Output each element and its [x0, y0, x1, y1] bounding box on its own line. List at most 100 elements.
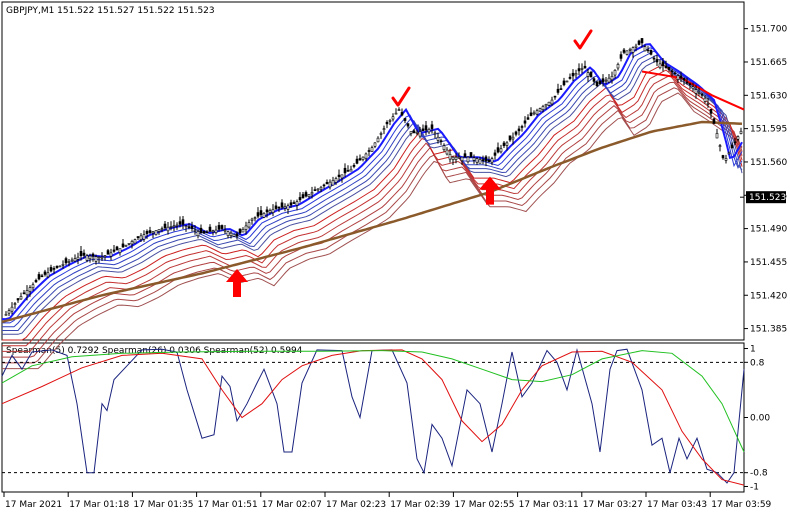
candle-body	[238, 228, 242, 234]
candle-body	[715, 133, 719, 139]
price-series-layer	[1, 37, 745, 370]
candle-body	[469, 152, 473, 158]
candle-body	[607, 77, 611, 83]
candle-body	[253, 217, 257, 219]
candle-body	[148, 230, 152, 233]
candle-body	[673, 72, 677, 75]
time-tick-label: 17 Mar 02:23	[326, 500, 386, 510]
candle-body	[187, 226, 191, 228]
candle-body	[295, 201, 299, 206]
candle-body	[427, 129, 431, 133]
candle-body	[7, 310, 11, 314]
time-tick-label: 17 Mar 01:35	[133, 500, 193, 510]
candle-body	[241, 229, 245, 233]
candle-body	[409, 131, 413, 134]
candle-body	[184, 225, 188, 228]
candle-body	[208, 226, 212, 232]
candle-body	[445, 149, 449, 155]
candle-body	[433, 132, 437, 135]
candle-body	[526, 117, 530, 120]
ribbon-ma-line	[2, 58, 743, 335]
candle-body	[511, 136, 515, 140]
candle-body	[169, 226, 173, 228]
candle-body	[286, 205, 290, 210]
candle-body	[106, 250, 110, 255]
candle-body	[589, 72, 593, 78]
candle-body	[319, 186, 323, 190]
candle-body	[739, 130, 743, 134]
current-price-label: 151.523	[749, 193, 786, 203]
candle-body	[193, 229, 197, 232]
candle-body	[160, 228, 164, 230]
candle-body	[10, 306, 14, 312]
candle-body	[220, 225, 224, 229]
candle-body	[268, 210, 272, 213]
price-tick-label: 151.665	[750, 58, 787, 68]
ribbon-ma-line	[2, 64, 743, 341]
candle-body	[28, 287, 32, 292]
spearman-tick-label: 0.00	[750, 414, 770, 424]
candle-body	[55, 265, 59, 268]
candle-body	[523, 120, 527, 124]
candle-body	[484, 156, 488, 162]
candle-body	[70, 259, 74, 262]
candle-body	[343, 167, 347, 174]
ribbon-ma-line	[2, 43, 743, 321]
candle-body	[325, 182, 329, 185]
candle-body	[658, 63, 662, 69]
candle-body	[547, 101, 551, 106]
candle-body	[436, 136, 440, 141]
time-x-axis: 17 Mar 2021 17 Mar 01:18 17 Mar 01:35 17 Ma…	[3, 492, 772, 510]
candle-body	[385, 121, 389, 125]
candle-body	[232, 234, 236, 237]
candle-body	[622, 49, 626, 53]
candle-body	[568, 76, 572, 79]
candle-body	[562, 80, 566, 86]
candle-body	[418, 131, 422, 137]
candle-body	[313, 189, 317, 192]
candle-body	[682, 77, 686, 81]
candle-body	[136, 236, 140, 239]
candle-body	[139, 235, 143, 240]
candle-body	[505, 142, 509, 146]
price-tick-label: 151.420	[750, 291, 787, 301]
candle-body	[352, 164, 356, 167]
price-tick-label: 151.455	[750, 258, 787, 268]
candle-body	[454, 156, 458, 160]
candle-body	[712, 118, 716, 124]
time-tick-label: 17 Mar 02:55	[454, 500, 514, 510]
candle-body	[517, 128, 521, 132]
candle-body	[328, 181, 332, 188]
candle-body	[346, 170, 350, 172]
candle-body	[355, 158, 359, 164]
candle-body	[613, 70, 617, 76]
candle-body	[736, 136, 740, 140]
candle-body	[400, 112, 404, 116]
candle-body	[709, 108, 713, 114]
candle-body	[370, 147, 374, 152]
candle-body	[298, 197, 302, 201]
candle-body	[91, 253, 95, 257]
candle-body	[565, 80, 569, 83]
time-tick-label: 17 Mar 01:51	[198, 500, 258, 510]
price-y-axis: 151.700 151.665 151.630 151.595 151.560 151.5…	[744, 25, 787, 335]
spearman-series-line	[1, 349, 745, 486]
time-tick-label: 17 Mar 01:18	[69, 500, 129, 510]
ribbon-ma-line	[2, 53, 743, 331]
candle-body	[190, 225, 194, 229]
candle-body	[235, 233, 239, 237]
candle-body	[388, 120, 392, 122]
candle-body	[88, 255, 92, 260]
candle-body	[670, 70, 674, 73]
candle-body	[103, 255, 107, 258]
candle-body	[571, 72, 575, 77]
candle-body	[490, 158, 494, 163]
candle-body	[115, 246, 119, 251]
candle-body	[610, 75, 614, 81]
candle-body	[577, 68, 581, 72]
candle-body	[142, 234, 146, 240]
candle-body	[379, 133, 383, 135]
candle-body	[478, 159, 482, 164]
candle-body	[553, 95, 557, 98]
